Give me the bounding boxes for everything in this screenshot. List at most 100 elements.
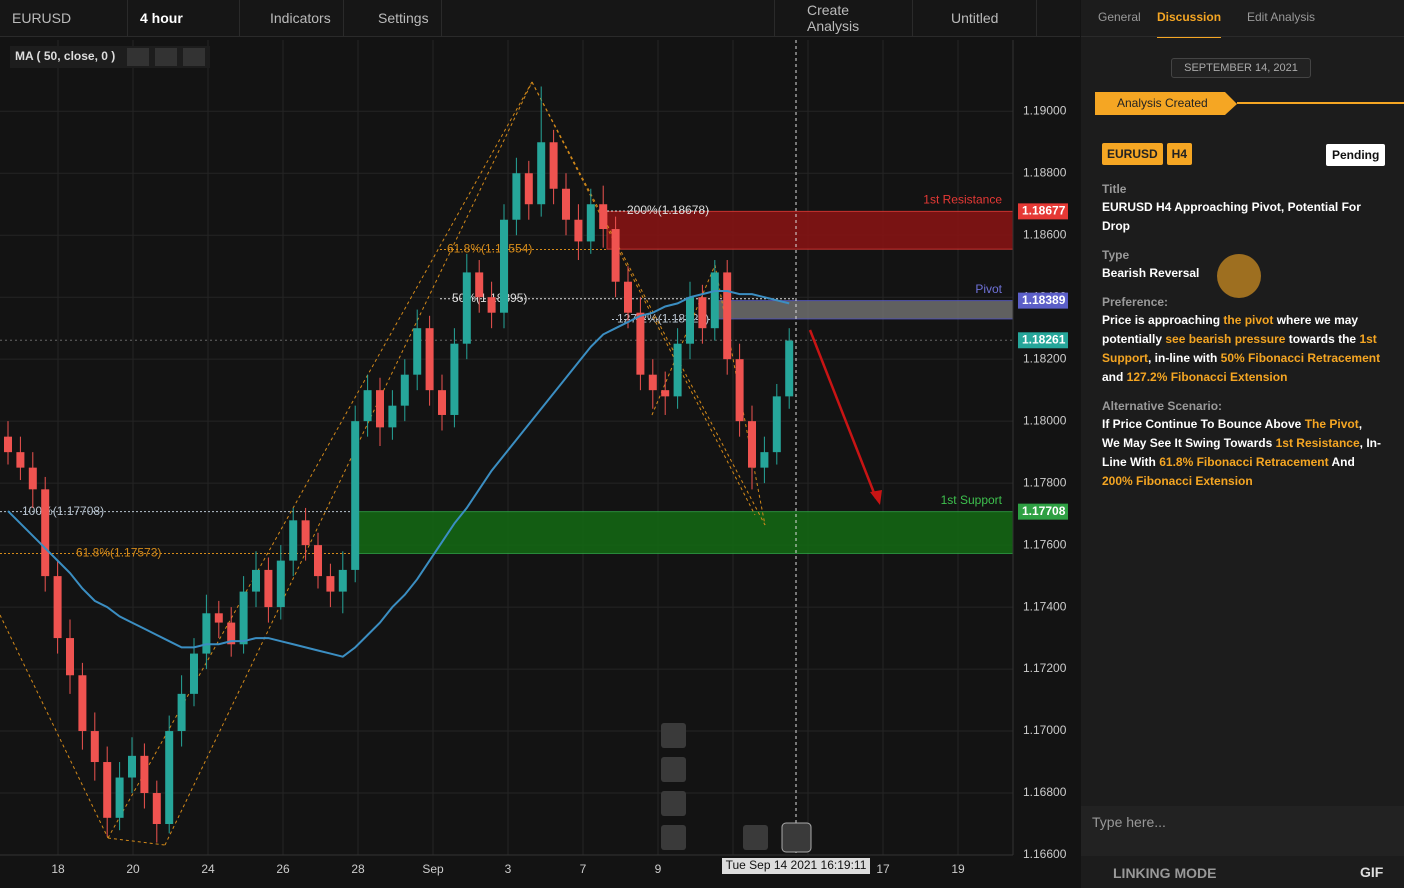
candle-body <box>90 731 99 763</box>
price-label: 1.18261 <box>1022 332 1066 346</box>
candle-body <box>438 390 446 415</box>
y-tick-label: 1.16800 <box>1023 785 1067 799</box>
y-tick-label: 1.18800 <box>1023 165 1067 179</box>
candle-body <box>462 272 471 344</box>
candle-body <box>698 297 707 329</box>
candle-body <box>4 436 12 453</box>
linking-mode[interactable]: LINKING MODE <box>1113 865 1217 881</box>
tab[interactable]: General <box>1098 10 1141 24</box>
text-run: EURUSD H4 Approaching Pivot, Potential F… <box>1102 200 1361 233</box>
candle-body <box>400 374 409 406</box>
indicator-label: MA ( 50, close, 0 ) <box>15 49 115 63</box>
candle-body <box>338 569 347 592</box>
candle-body <box>624 281 632 313</box>
field-label: Title <box>1102 182 1127 196</box>
tab[interactable]: Edit Analysis <box>1247 10 1316 24</box>
candle-body <box>772 396 781 453</box>
zone-label: 1st Resistance <box>923 193 1002 207</box>
indicators[interactable]: Indicators <box>240 0 344 36</box>
x-tick-label: 18 <box>51 862 65 876</box>
trash-btn[interactable] <box>183 48 205 66</box>
y-tick-label: 1.18600 <box>1023 227 1067 241</box>
tag: EURUSD <box>1102 143 1163 165</box>
fib-level-label: 127.2%(1.18328) <box>617 312 709 326</box>
text-run: see bearish pressure <box>1165 332 1286 346</box>
gif-button[interactable]: GIF <box>1360 864 1384 880</box>
candle-body <box>115 777 124 818</box>
candle-body <box>586 204 595 242</box>
fib-level-label: 61.8%(1.18554) <box>447 242 532 256</box>
tab[interactable]: Discussion <box>1157 10 1222 38</box>
candle-body <box>239 591 248 645</box>
text-run: , in-line with <box>1148 351 1221 365</box>
candle-body <box>537 142 546 205</box>
candle-body <box>376 390 384 428</box>
candle-body <box>103 762 112 818</box>
chart: 1st Resistance Pivot 1st Support 200%(1.186… <box>0 0 1080 888</box>
candle-body <box>301 520 310 546</box>
text-run: Price is approaching <box>1102 313 1224 327</box>
candle-body <box>710 272 719 329</box>
price-label-bg <box>1018 503 1068 520</box>
zone <box>606 210 1014 250</box>
zone-label: Pivot <box>975 282 1002 296</box>
text-run: , We May See It Swing Towards <box>1102 417 1363 450</box>
chart-bg <box>0 0 1080 888</box>
message-input[interactable]: Type here... <box>1092 814 1166 830</box>
y-tick-label: 1.17400 <box>1023 599 1067 613</box>
eye-btn[interactable] <box>127 48 149 66</box>
gear-btn[interactable] <box>155 48 177 66</box>
text-run: , In-Line With <box>1102 436 1381 469</box>
x-tick-label: Sep <box>422 862 444 876</box>
status: Pending <box>1326 144 1386 166</box>
arrow <box>808 329 878 499</box>
text-run: 1st Resistance <box>1275 436 1360 450</box>
candle-body <box>524 173 533 205</box>
y-tick-label: 1.17000 <box>1023 723 1067 737</box>
x-tick-label: 17 <box>876 862 890 876</box>
interval[interactable]: 4 hour <box>128 0 240 36</box>
text-run: and <box>1102 370 1127 384</box>
text-run: 1st Support <box>1102 332 1377 365</box>
text-run: Bearish Reversal <box>1102 266 1200 280</box>
candle-body <box>152 793 161 825</box>
field-value: Bearish Reversal <box>1102 264 1382 283</box>
candle-body <box>140 755 149 794</box>
create-analysis[interactable]: Create Analysis <box>774 0 913 36</box>
candle-body <box>549 142 558 189</box>
candle-body <box>41 489 50 577</box>
x-tick-label: 9 <box>655 862 662 876</box>
x-tick-label: 24 <box>201 862 215 876</box>
candle-body <box>252 569 260 592</box>
zone <box>351 511 1014 554</box>
text-run: where we may potentially <box>1102 313 1359 346</box>
tool-buttons[interactable] <box>661 723 812 853</box>
field-value: If Price Continue To Bounce Above The Pi… <box>1102 415 1382 491</box>
x-tick-label: 3 <box>505 862 512 876</box>
candle-body <box>53 576 62 639</box>
settings[interactable]: Settings <box>344 0 442 36</box>
candle-body <box>574 219 583 242</box>
layout[interactable]: Untitled <box>913 0 1037 36</box>
text-run: towards the <box>1285 332 1360 346</box>
symbol[interactable]: EURUSD <box>0 0 128 36</box>
candle-body <box>214 613 223 623</box>
candle-body <box>78 675 87 732</box>
candle-body <box>351 421 360 570</box>
candle-body <box>661 390 670 397</box>
zone-label: 1st Support <box>941 493 1003 507</box>
candle-body <box>636 312 645 375</box>
candle-body <box>28 467 37 490</box>
candle-body <box>673 343 682 397</box>
x-tick-label: 19 <box>951 862 965 876</box>
candle-body <box>748 421 756 468</box>
candle-body <box>686 297 694 344</box>
candle-body <box>599 204 608 230</box>
tag: H4 <box>1166 143 1193 165</box>
zone <box>711 300 1014 320</box>
field-label: Type <box>1102 248 1130 262</box>
text-run: 127.2% Fibonacci Extension <box>1126 370 1288 384</box>
y-tick-label: 1.16600 <box>1023 847 1067 861</box>
crosshair-time-label: Tue Sep 14 2021 16:19:11 <box>726 858 867 872</box>
